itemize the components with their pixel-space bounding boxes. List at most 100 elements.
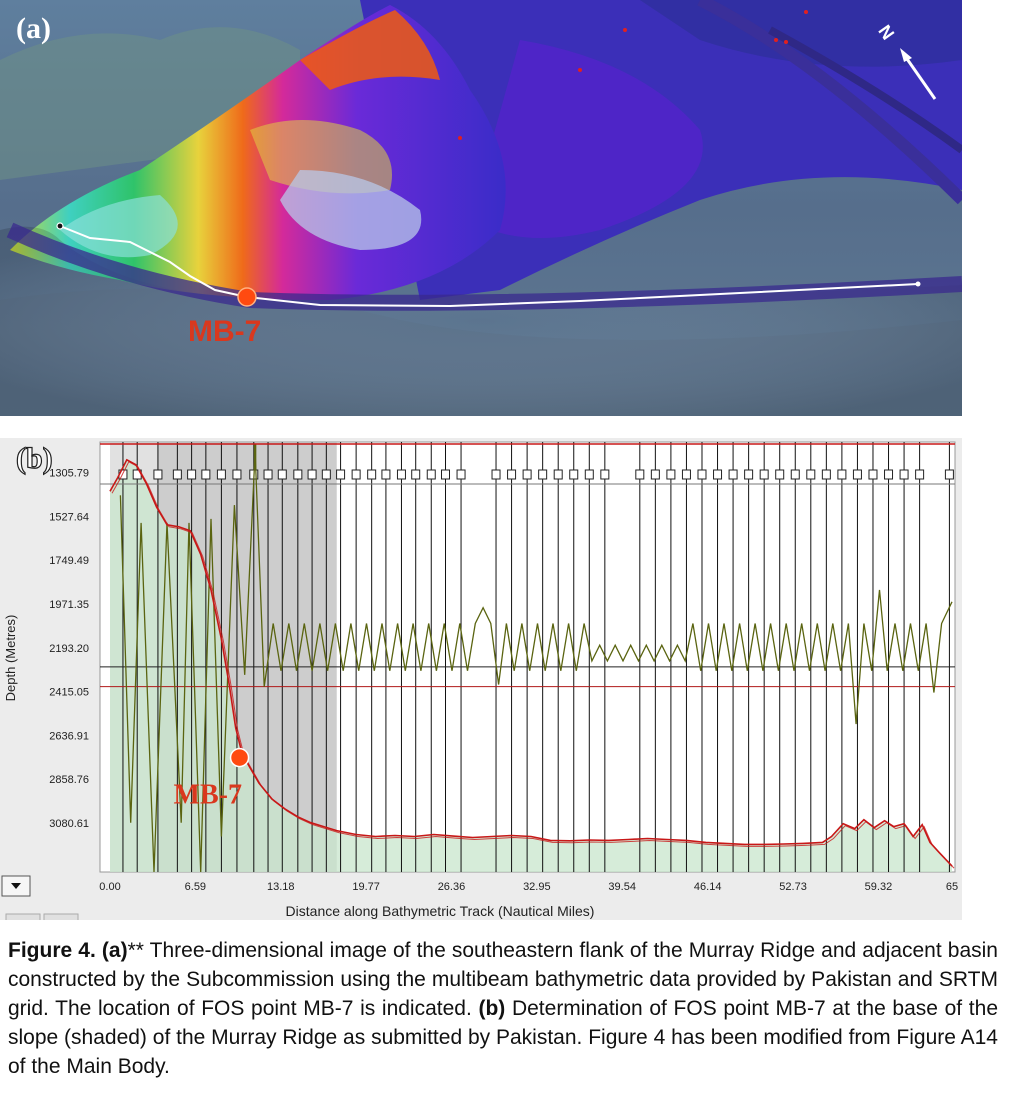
caption-part-b-label: (b)	[478, 997, 506, 1020]
x-tick-label: 52.73	[779, 881, 807, 893]
track-marker-15	[351, 469, 361, 480]
x-tick-label: 39.54	[608, 881, 636, 893]
panel-b-label: (b)	[16, 442, 53, 475]
track-marker-12	[307, 469, 317, 480]
track-marker-25	[522, 469, 532, 480]
chevron-down-icon	[11, 883, 21, 889]
track-marker-5	[201, 469, 211, 480]
track-marker-11	[293, 469, 303, 480]
figure-caption: Figure 4. (a)** Three-dimensional image …	[8, 936, 998, 1081]
x-axis-ticks: 0.00 6.59 13.18 19.77 26.36 32.95 39.54 46.14 52…	[99, 881, 958, 893]
panel-a-3d-image: MB-7 (a) N	[0, 0, 962, 416]
track-marker-26	[538, 469, 548, 480]
y-tick-label: 2193.20	[49, 643, 89, 655]
dropdown-button[interactable]	[1, 875, 31, 897]
track-marker-2	[153, 469, 163, 480]
track-marker-34	[681, 469, 691, 480]
track-marker-38	[744, 469, 754, 480]
track-marker-36	[713, 469, 723, 480]
track-marker-21	[441, 469, 451, 480]
y-axis-ticks: 1305.79 1527.64 1749.49 1971.35 2193.20 2415.…	[49, 468, 89, 830]
fos-point-label: MB-7	[174, 780, 242, 811]
profile-fill	[110, 459, 952, 872]
track-marker-30	[600, 469, 610, 480]
x-tick-label: 32.95	[523, 881, 551, 893]
x-axis-label: Distance along Bathymetric Track (Nautic…	[286, 903, 595, 919]
reference-lines	[100, 443, 955, 688]
track-marker-29	[584, 469, 594, 480]
track-marker-50	[944, 469, 954, 480]
y-tick-label: 1527.64	[49, 511, 89, 523]
fos-point-label: MB-7	[188, 315, 261, 348]
track-marker-35	[697, 469, 707, 480]
track-marker-32	[650, 469, 660, 480]
caption-part-b-text: Determination of FOS point MB-7 at the b…	[8, 997, 998, 1078]
y-tick-label: 3080.61	[49, 818, 89, 830]
derivative-line	[119, 451, 953, 873]
track-marker-24	[507, 469, 517, 480]
x-tick-label: 6.59	[185, 881, 206, 893]
track-marker-16	[367, 469, 377, 480]
track-marker-9	[263, 469, 273, 480]
track-marker-23	[491, 469, 501, 480]
caption-part-a-marker: **	[127, 939, 144, 962]
track-marker-28	[569, 469, 579, 480]
y-tick-label: 1749.49	[49, 555, 89, 567]
track-start-point	[56, 222, 64, 230]
track-marker-33	[666, 469, 676, 480]
track-marker-40	[775, 469, 785, 480]
fos-point-marker	[237, 287, 257, 307]
track-marker-44	[837, 469, 847, 480]
track-marker-48	[899, 469, 909, 480]
y-tick-label: 2636.91	[49, 730, 89, 742]
track-marker-3	[172, 469, 182, 480]
y-tick-label: 2858.76	[49, 774, 89, 786]
x-tick-label: 26.36	[438, 881, 466, 893]
profile-series	[109, 458, 955, 869]
profile-area	[110, 459, 952, 872]
profile-line-2	[111, 461, 955, 869]
caption-figure-label: Figure 4.	[8, 939, 96, 962]
track-marker-27	[553, 469, 563, 480]
caption-part-a-label: (a)	[101, 939, 128, 962]
scrollbar-tab-2[interactable]	[43, 913, 79, 920]
profile-line	[109, 458, 953, 867]
caption-part-a-text: Three-dimensional image of the southeast…	[8, 939, 998, 1020]
y-tick-label: 1305.79	[49, 468, 89, 480]
panel-a-label: (a)	[16, 12, 51, 45]
derivative-series	[119, 451, 953, 873]
fos-point-group: MB-7	[174, 747, 250, 811]
track-marker-43	[821, 469, 831, 480]
track-marker-10	[277, 469, 287, 480]
x-tick-label: 0.00	[99, 881, 120, 893]
y-tick-label: 1971.35	[49, 599, 89, 611]
y-tick-label: 2415.05	[49, 687, 89, 699]
track-marker-41	[790, 469, 800, 480]
scrollbar-tab-1[interactable]	[5, 913, 41, 920]
track-marker-46	[868, 469, 878, 480]
track-end-point	[915, 281, 921, 287]
track-line	[59, 225, 919, 308]
track-marker-19	[411, 469, 421, 480]
fos-point-marker	[229, 747, 250, 768]
track-marker-17	[381, 469, 391, 480]
track-marker-42	[806, 469, 816, 480]
track-marker-18	[396, 469, 406, 480]
track-marker-14	[336, 469, 346, 480]
track-marker-6	[216, 469, 226, 480]
track-marker-22	[456, 469, 466, 480]
x-tick-label: 13.18	[267, 881, 295, 893]
track-marker-45	[852, 469, 862, 480]
track-marker-20	[426, 469, 436, 480]
x-tick-label: 59.32	[865, 881, 893, 893]
track-marker-39	[759, 469, 769, 480]
x-tick-label: 46.14	[694, 881, 722, 893]
y-axis-label: Depth (Metres)	[3, 615, 18, 702]
track-marker-37	[728, 469, 738, 480]
x-tick-label: 19.77	[352, 881, 380, 893]
track-marker-13	[321, 469, 331, 480]
track-marker-47	[884, 469, 894, 480]
track-marker-49	[915, 469, 925, 480]
panel-b-profile-chart: 1305.79 1527.64 1749.49 1971.35 2193.20 2415.…	[0, 438, 962, 920]
track-marker-31	[635, 469, 645, 480]
